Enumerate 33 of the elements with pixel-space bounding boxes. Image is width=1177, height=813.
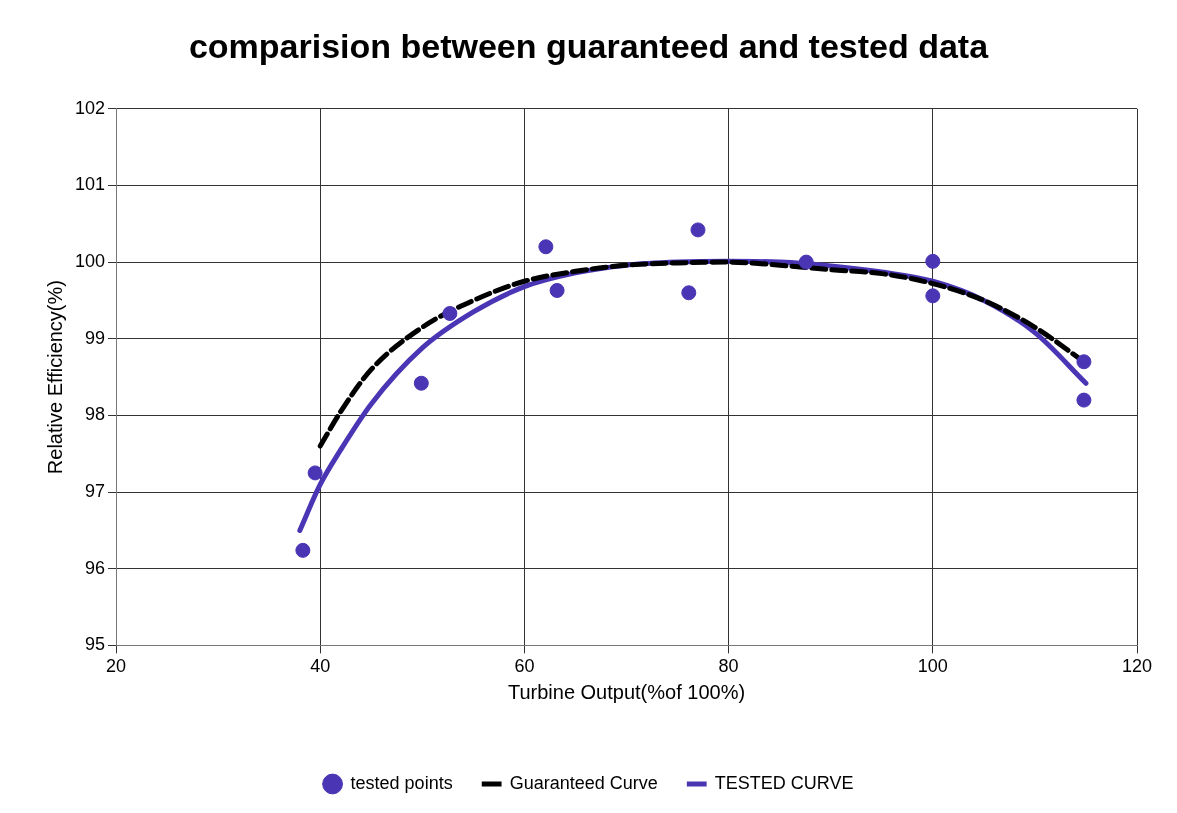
point xyxy=(1076,392,1092,408)
point xyxy=(681,285,697,301)
y-tick-label: 101 xyxy=(74,174,106,195)
point xyxy=(413,375,429,391)
x-axis-title: Turbine Output(%of 100%) xyxy=(507,680,746,703)
y-tick-label: 97 xyxy=(85,481,106,502)
y-tick-label: 95 xyxy=(85,634,106,655)
x-tick-label: 20 xyxy=(106,656,127,677)
legend-label: tested points xyxy=(350,772,453,793)
point xyxy=(295,542,311,558)
chart-title: comparision between guaranteed and tested data xyxy=(188,26,990,65)
point xyxy=(1076,354,1092,370)
x-tick-label: 60 xyxy=(514,656,535,677)
x-tick-label: 40 xyxy=(310,656,331,677)
legend-label: Guaranteed Curve xyxy=(509,772,658,793)
point xyxy=(442,305,458,321)
point xyxy=(925,253,941,269)
legend-label: TESTED CURVE xyxy=(714,772,854,793)
point xyxy=(690,222,706,238)
x-tick-label: 100 xyxy=(917,656,948,677)
point xyxy=(549,282,565,298)
point xyxy=(538,239,554,255)
x-tick-label: 120 xyxy=(1121,656,1153,677)
y-tick-label: 98 xyxy=(85,404,106,425)
y-tick-label: 102 xyxy=(74,97,106,118)
point xyxy=(307,465,323,481)
y-tick-label: 100 xyxy=(74,251,106,272)
y-axis-title: Relative Efficiency(%) xyxy=(43,280,66,475)
y-tick-label: 96 xyxy=(85,557,106,578)
y-tick-label: 99 xyxy=(85,327,106,348)
x-tick-label: 80 xyxy=(718,656,739,677)
point xyxy=(798,254,814,270)
point xyxy=(925,288,941,304)
